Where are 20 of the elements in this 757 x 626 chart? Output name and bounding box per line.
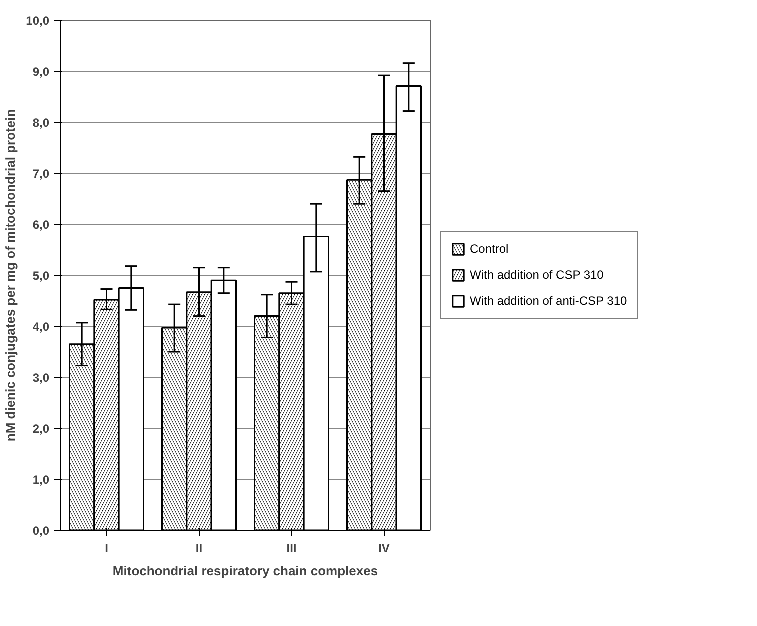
x-axis-title: Mitochondrial respiratory chain complexes: [112, 564, 378, 578]
y-axis-title: nM dienic conjugates per mg of mitochondrial protein: [3, 109, 18, 442]
y-tick-label: 1,0: [32, 473, 50, 487]
x-tick-label: IV: [378, 542, 390, 556]
legend-label: With addition of CSP 310: [470, 268, 604, 282]
x-tick-label: I: [105, 542, 108, 556]
y-tick-label: 5,0: [32, 269, 50, 283]
legend-label: With addition of anti-CSP 310: [470, 294, 628, 308]
y-tick-label: 6,0: [32, 218, 50, 232]
x-tick-label: III: [286, 542, 297, 556]
y-tick-label: 9,0: [32, 65, 50, 79]
y-tick-label: 0,0: [32, 524, 50, 538]
y-tick-label: 4,0: [32, 320, 50, 334]
legend-label: Control: [470, 242, 509, 256]
x-tick-label: II: [196, 542, 203, 556]
y-tick-label: 2,0: [32, 422, 50, 436]
y-tick-label: 7,0: [32, 167, 50, 181]
y-tick-label: 3,0: [32, 371, 50, 385]
y-tick-label: 8,0: [32, 116, 50, 130]
y-tick-label: 10,0: [26, 14, 50, 28]
